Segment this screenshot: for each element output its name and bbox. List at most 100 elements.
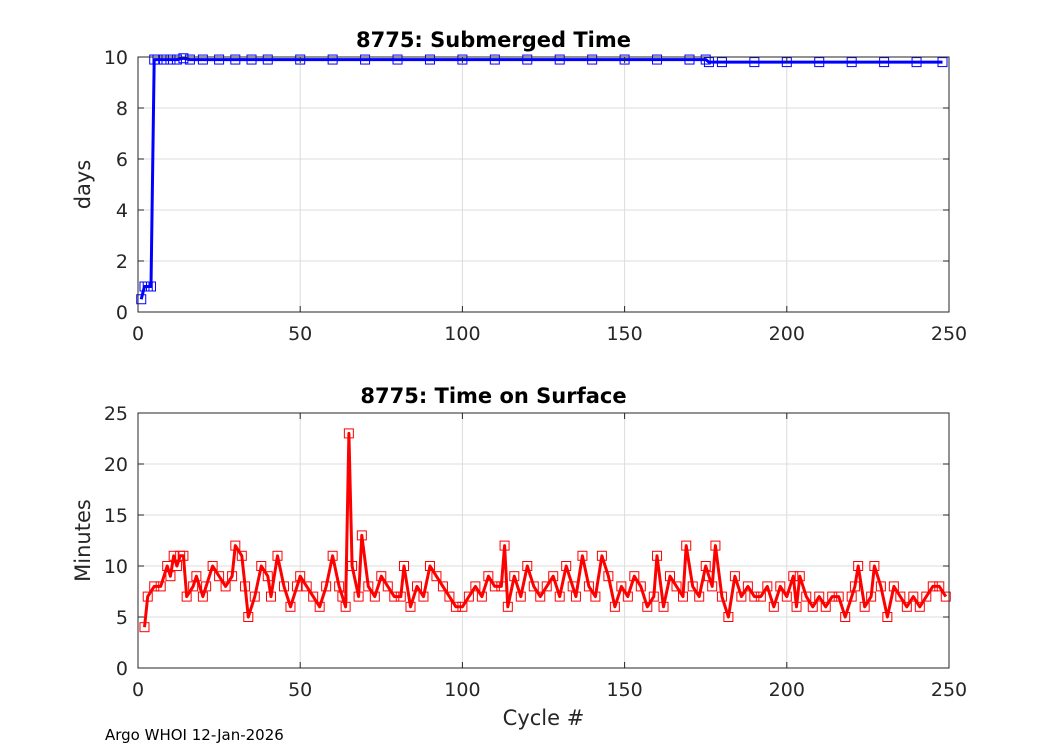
chart1-data-point [158, 54, 169, 65]
chart2-data-point [437, 581, 448, 592]
chart2-data-point [149, 581, 160, 592]
chart2-data-point [171, 561, 182, 571]
chart2-data-point [457, 601, 468, 612]
chart1-data-point [619, 54, 630, 65]
chart2-data-point [266, 591, 277, 602]
chart2-data-point [687, 581, 698, 592]
chart2-data-point [214, 571, 225, 582]
chart1-data-point [911, 57, 922, 68]
chart2-data-point [882, 612, 893, 622]
chart2-data-point [256, 561, 267, 571]
chart2-data-point [463, 591, 474, 602]
chart2-data-point [278, 581, 289, 592]
chart2-data-point [648, 591, 659, 602]
chart2-data-point [496, 581, 507, 592]
chart2-y-tick-label: 0 [116, 658, 128, 680]
chart2-data-point [940, 591, 951, 602]
chart2-data-point [548, 571, 559, 582]
chart1-data-point [178, 53, 189, 64]
chart2-data-point [535, 591, 546, 602]
chart2-data-point [528, 581, 539, 592]
chart2-data-point [321, 581, 332, 592]
chart2-data-point [914, 601, 925, 612]
chart2-data-point [671, 581, 682, 592]
chart2-data-point [272, 550, 283, 561]
chart2-x-tick-label: 50 [288, 679, 312, 701]
chart1-series-1 [136, 53, 948, 305]
chart1-data-point [652, 54, 663, 65]
chart2-data-point [207, 561, 218, 571]
chart2-data-point [703, 571, 714, 582]
chart2-data-point [291, 581, 302, 592]
chart2-data-point [866, 591, 877, 602]
chart2-data-point [431, 571, 442, 582]
chart2-data-point [483, 571, 494, 582]
chart2-data-point [827, 591, 838, 602]
chart2-data-point [314, 601, 325, 612]
chart2-data-point [541, 581, 552, 592]
chart2-data-point [554, 591, 565, 602]
chart2-data-point [201, 581, 212, 592]
chart2-data-point [181, 591, 192, 602]
chart1-data-point [392, 54, 403, 65]
chart1-x-tick-label: 150 [606, 323, 642, 345]
chart2-data-point [220, 581, 231, 592]
chart2-data-point [642, 601, 653, 612]
chart2-y-axis-label: Minutes [71, 499, 95, 582]
chart2-data-point [791, 601, 802, 612]
chart2-data-point [616, 581, 627, 592]
chart2-data-point [334, 581, 345, 592]
chart2-data-point [849, 581, 860, 592]
chart1-data-point [749, 57, 760, 68]
chart2-data-point [165, 571, 176, 582]
chart2-data-point [197, 591, 208, 602]
chart2-data-point [895, 591, 906, 602]
chart2-data-point [927, 581, 938, 592]
chart2-data-point [729, 571, 740, 582]
chart2-data-point [794, 571, 805, 582]
chart2-axes-frame [137, 412, 950, 669]
chart2-data-point [240, 581, 251, 592]
chart2-data-point [489, 581, 500, 592]
chart2-data-point [716, 591, 727, 602]
chart2-data-point [807, 601, 818, 612]
chart1-data-point [230, 54, 241, 65]
chart2-data-point [567, 581, 578, 592]
chart2-data-point [418, 591, 429, 602]
chart2-data-point [301, 581, 312, 592]
chart2-data-point [583, 581, 594, 592]
chart1-data-point [145, 281, 156, 292]
chart2-data-point [629, 571, 640, 582]
chart1-y-tick-label: 6 [116, 149, 128, 171]
chart1-plot-area [138, 57, 949, 312]
chart2-y-tick-label: 15 [104, 505, 128, 527]
chart1-data-point [879, 57, 890, 68]
chart2-plot-area [138, 413, 949, 668]
chart2-y-tick-label: 20 [104, 454, 128, 476]
chart1-data-point [136, 294, 147, 305]
chart1-axes-frame [137, 56, 950, 313]
chart2-data-point [869, 561, 880, 571]
chart2-data-point [846, 591, 857, 602]
chart2-data-point [308, 591, 319, 602]
chart2-data-point [859, 601, 870, 612]
chart2-data-point [561, 561, 572, 571]
chart1-data-point [327, 54, 338, 65]
chart2-x-axis-label: Cycle # [503, 706, 585, 730]
chart1-data-point [295, 54, 306, 65]
chart1-data-point [703, 57, 714, 68]
chart2-data-point [353, 591, 364, 602]
chart2-data-point [227, 571, 238, 582]
chart2-x-tick-label: 0 [132, 679, 144, 701]
chart1-data-point [814, 57, 825, 68]
chart1-data-point [489, 54, 500, 65]
chart2-data-point [742, 581, 753, 592]
chart2-data-point [389, 591, 400, 602]
chart2-data-point [875, 581, 886, 592]
chart2-group: 0 50 100 150 200 250 0 5 10 15 20 25 8775: Time on S… [71, 384, 967, 730]
chart2-data-point [921, 591, 932, 602]
chart2-data-point [755, 591, 766, 602]
chart2-data-point [444, 591, 455, 602]
chart2-data-point [775, 581, 786, 592]
chart2-data-point [509, 571, 520, 582]
